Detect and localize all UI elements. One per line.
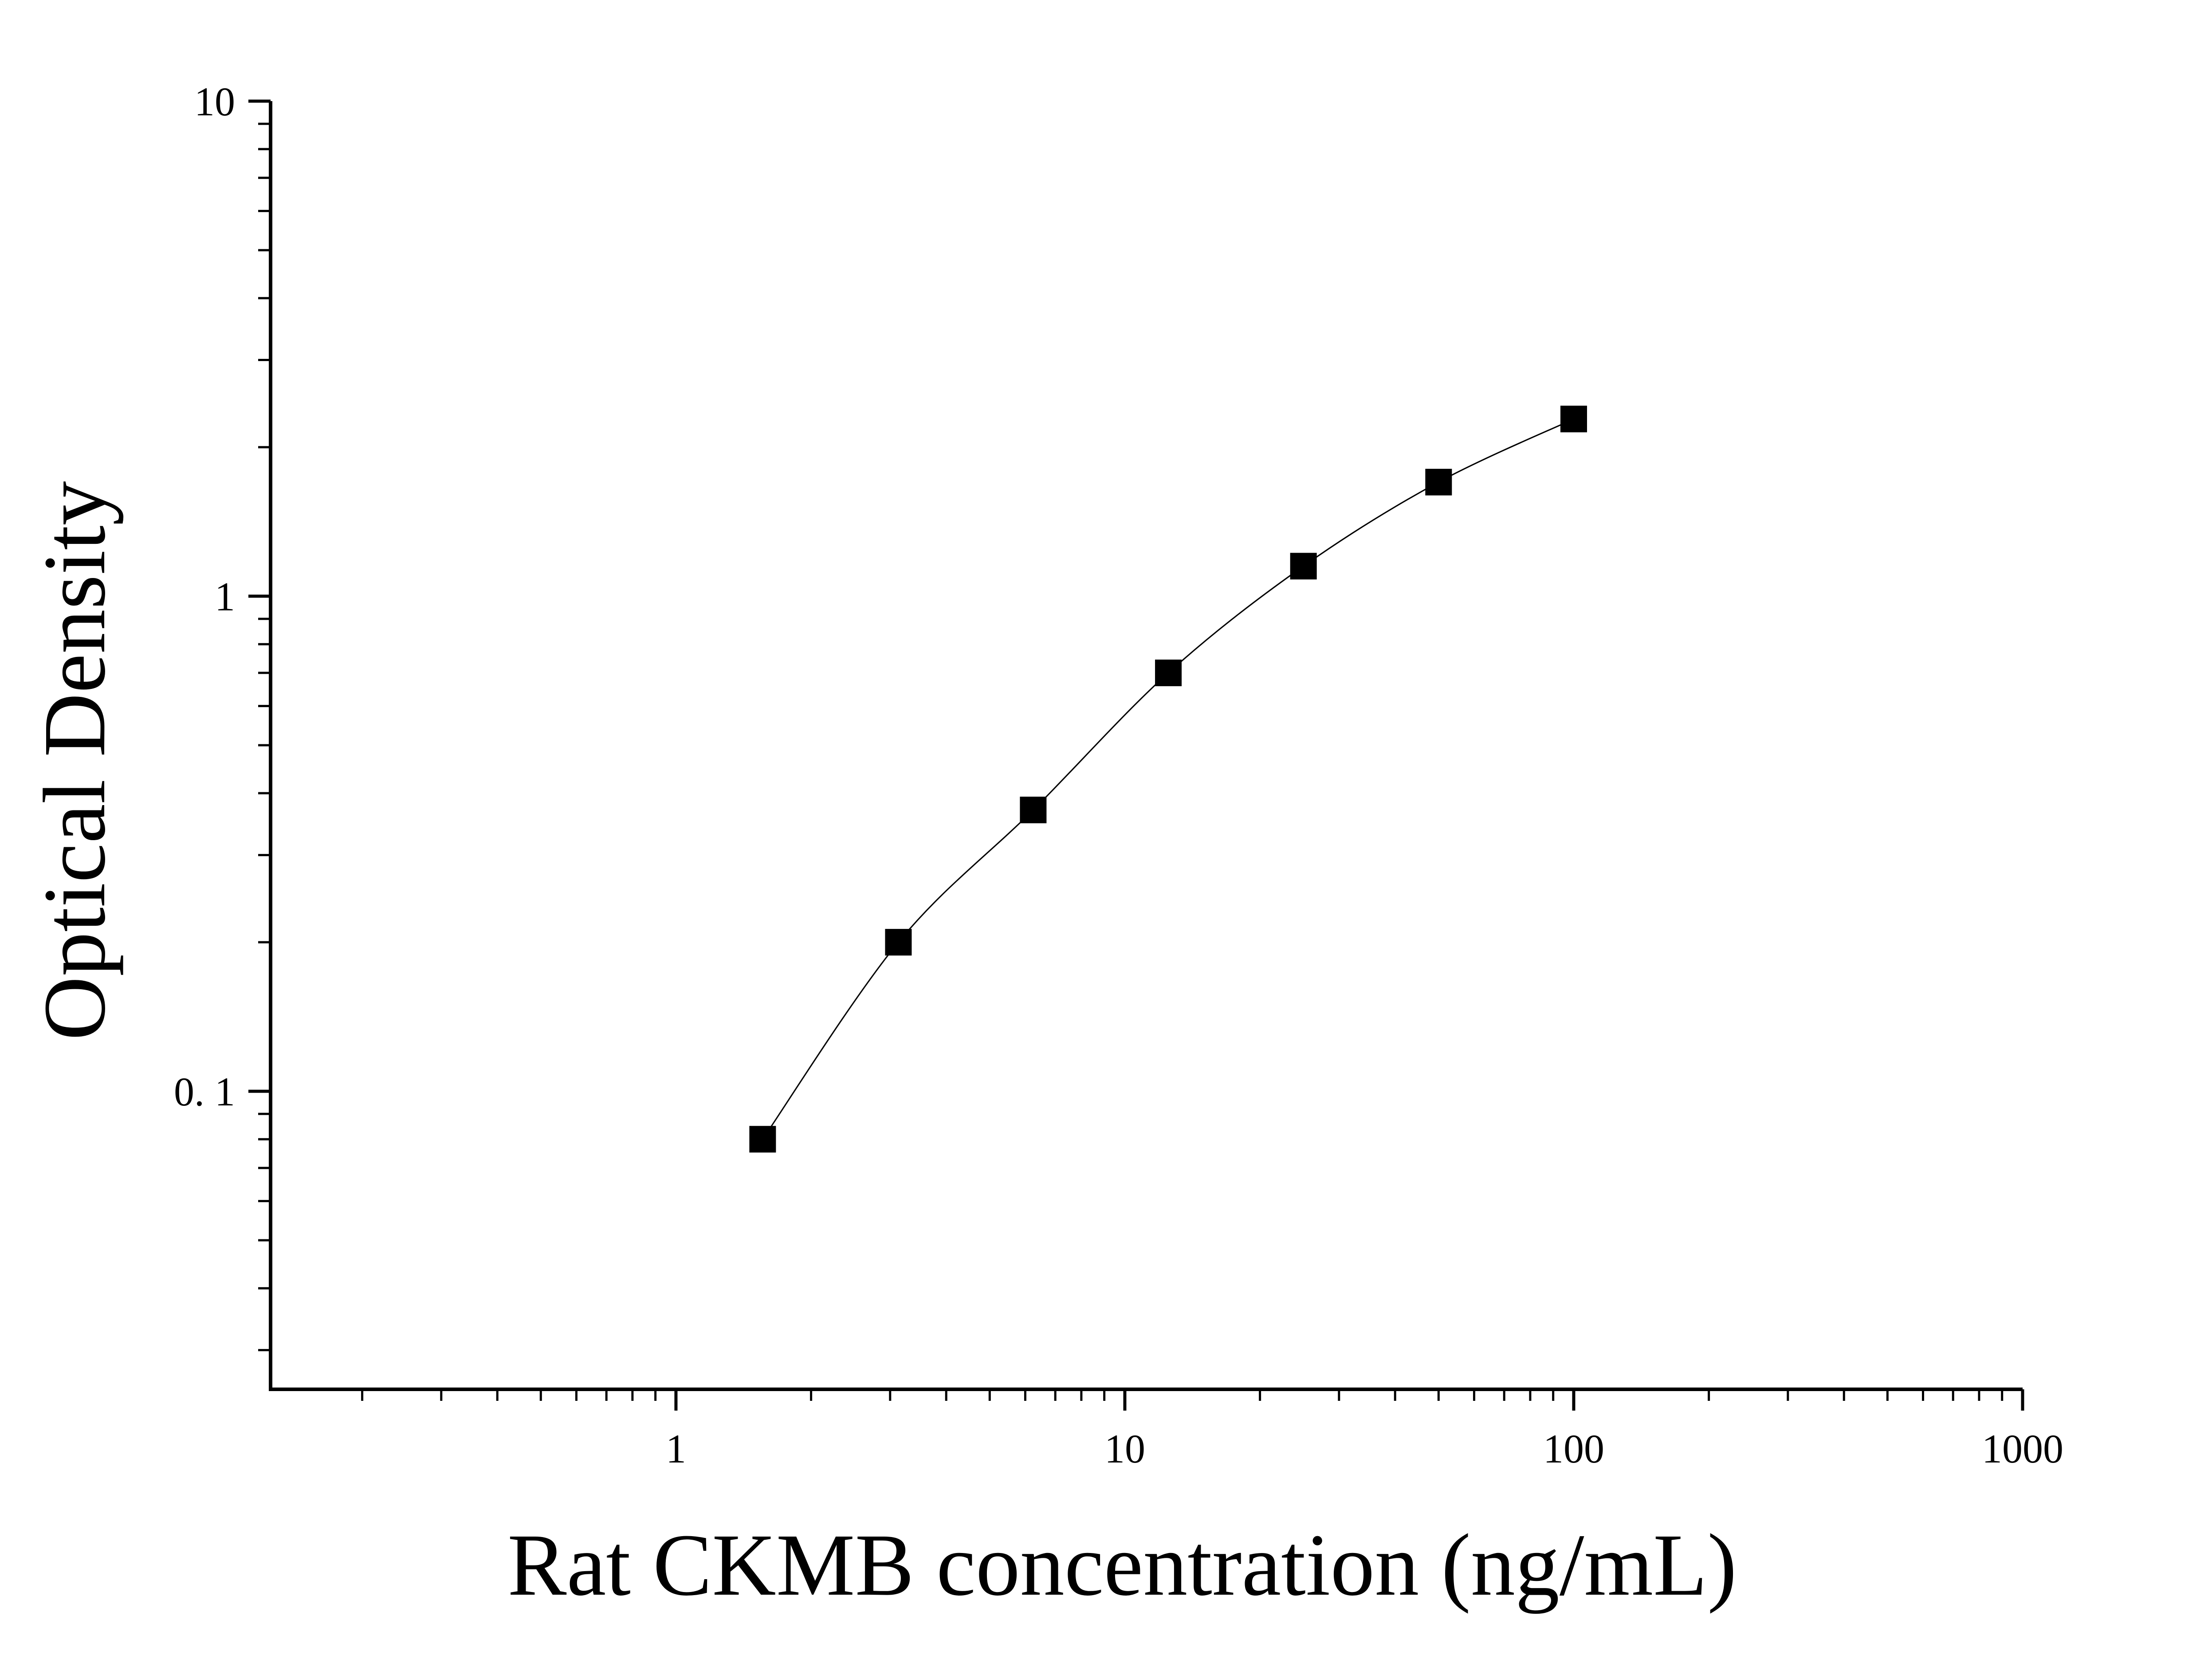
data-points xyxy=(749,405,1587,1153)
data-point xyxy=(1020,796,1047,823)
y-axis-title: Optical Density xyxy=(26,481,124,1041)
tick-labels: 1 10 100 1000 0. 1 1 10 xyxy=(174,79,2063,1471)
x-tick-label: 1000 xyxy=(1982,1426,2063,1471)
x-tick-label: 100 xyxy=(1543,1426,1604,1471)
y-tick-label: 0. 1 xyxy=(174,1069,235,1114)
fit-curve xyxy=(762,418,1574,1140)
y-tick-label: 1 xyxy=(215,574,235,619)
x-tick-label: 10 xyxy=(1104,1426,1145,1471)
data-point xyxy=(1425,468,1452,495)
data-point xyxy=(749,1126,776,1153)
x-tick-label: 1 xyxy=(666,1426,686,1471)
data-point xyxy=(1155,659,1182,686)
y-tick-label: 10 xyxy=(194,79,235,124)
data-point xyxy=(885,929,912,956)
data-point xyxy=(1560,405,1587,432)
x-axis-title: Rat CKMB concentration (ng/mL) xyxy=(507,1516,1737,1614)
data-point xyxy=(1290,553,1317,580)
axes xyxy=(248,99,2024,1411)
